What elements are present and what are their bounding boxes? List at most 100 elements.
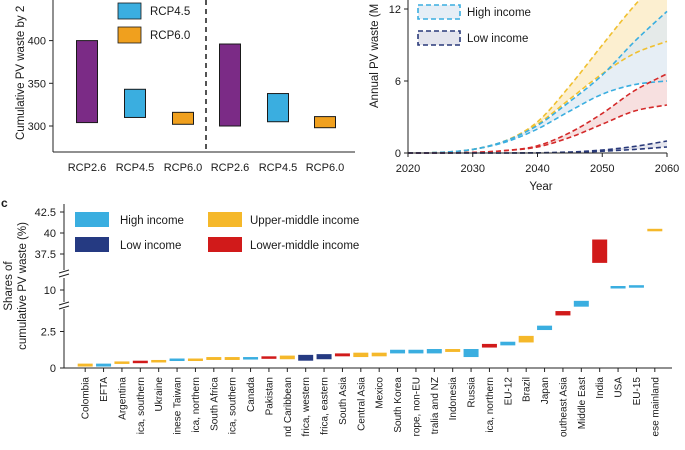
panel-a-x-tick-label: RCP2.6 [211, 162, 250, 174]
panel-c-legend-label: Low income [120, 240, 181, 252]
panel-a-bar [76, 40, 98, 124]
panel-c-bar [500, 341, 516, 346]
panel-c-bar [169, 358, 185, 362]
panel-c-bar [132, 360, 148, 364]
panel-b-x-tick-label: 2020 [396, 163, 420, 175]
panel-c-bar [261, 356, 277, 359]
panel-c-x-tick-label: Pakistan [264, 377, 275, 415]
panel-c-axis-break [58, 269, 70, 274]
panel-a-bar [219, 43, 241, 127]
panel-a-y-tick-label: 350 [28, 78, 46, 90]
panel-c-bar [114, 361, 130, 364]
panel-c-x-tick-label: ica, northern [485, 377, 496, 433]
panel-a-y-tick-label: 400 [28, 36, 46, 48]
panel-c-legend-swatch [75, 237, 109, 252]
panel-c-x-tick-label: South Korea [393, 377, 404, 433]
panel-c-legend-label: High income [120, 215, 184, 227]
panel-b-series-lower-line [407, 80, 668, 154]
panel-c-bar [481, 343, 497, 348]
panel-b-legend-label: High income [467, 7, 531, 19]
panel-b-x-tick-label: 2040 [525, 163, 549, 175]
panel-c-x-tick-label: Middle East [577, 377, 588, 429]
panel-c-x-tick-label: frica, eastern [320, 377, 331, 435]
panel-c-x-tick-label: South Asia [338, 377, 349, 425]
panel-a-x-tick-label: RCP2.6 [68, 162, 107, 174]
panel-c-x-tick-label: Russia [467, 377, 478, 408]
panel-b-y-tick-label: 12 [389, 4, 401, 16]
panel-c-x-tick-label: frica, western [301, 377, 312, 436]
panel-c-bar [298, 354, 314, 361]
panel-a-x-tick-label: RCP4.5 [259, 162, 298, 174]
panel-c-bar [334, 353, 350, 357]
panel-c-y-axis-title-line1: Shares of [3, 261, 15, 311]
panel-c-y-tick-label: 0 [50, 363, 56, 375]
panel-c-x-tick-label: EU-15 [632, 377, 643, 406]
panel-c-bar [592, 239, 608, 263]
panel-c-bar [151, 359, 167, 363]
panel-c-bar [426, 349, 442, 354]
panel-c-x-tick-label: outheast Asia [558, 377, 569, 437]
panel-c-x-tick-label: EFTA [99, 377, 110, 402]
panel-b-legend-swatch [417, 4, 461, 20]
panel-a-x-tick-label: RCP6.0 [164, 162, 203, 174]
panel-b-x-axis-title: Year [529, 181, 552, 193]
panel-c-x-tick-label: Ukraine [154, 377, 165, 412]
panel-c-bar [371, 352, 387, 357]
panel-a-legend-swatch [117, 26, 142, 44]
panel-b-y-tick-label: 6 [395, 76, 401, 88]
panel-c-bar [628, 285, 644, 288]
panel-c-x-tick-label: inese Taiwan [173, 377, 184, 435]
panel-c-bar [390, 349, 406, 354]
panel-c-bar [463, 349, 479, 358]
panel-c-x-tick-label: tralia and NZ [430, 377, 441, 434]
panel-c-x-tick-label: ica, northern [191, 377, 202, 433]
panel-c-x-tick-label: EU-12 [503, 377, 514, 406]
panel-c-x-tick-label: Brazil [522, 377, 533, 402]
panel-c-x-tick-label: Argentina [117, 377, 128, 420]
panel-a-x-tick-label: RCP6.0 [306, 162, 345, 174]
panel-c-x-tick-label: nd Caribbean [283, 377, 294, 437]
panel-b-band [408, 0, 667, 153]
panel-b-legend-swatch [417, 30, 461, 46]
panel-c-axis-break [58, 273, 70, 278]
panel-c-bar [555, 311, 571, 316]
panel-a-legend-label: RCP4.5 [150, 6, 190, 18]
panel-c-bar [279, 355, 295, 360]
panel-c-bar [187, 358, 203, 362]
panel-c-x-tick-label: ica, southern [136, 377, 147, 434]
panel-c-x-tick-label: USA [614, 377, 625, 398]
panel-c-bar [573, 300, 589, 307]
panel-c-y-tick-label: 40 [44, 228, 56, 240]
panel-c-bar [243, 357, 259, 360]
panel-c-y-tick-label: 37.5 [35, 249, 56, 261]
panel-c-y-tick-label: 42.5 [35, 207, 56, 219]
panel-c-x-tick-label: Central Asia [356, 377, 367, 431]
panel-b-band [408, 11, 667, 154]
panel-c-bar [647, 228, 663, 232]
panel-b-y-axis-title: Annual PV waste (M [369, 4, 381, 108]
panel-c-x-tick-label: rope, non-EU [411, 377, 422, 436]
panel-c-x-tick-label: India [595, 377, 606, 399]
panel-c-x-tick-label: Canada [246, 377, 257, 412]
panel-c-legend-swatch [208, 212, 242, 227]
panel-c-legend-swatch [75, 212, 109, 227]
panel-c-x-tick-label: Mexico [375, 377, 386, 409]
panel-c-bar [537, 325, 553, 331]
panel-c-y-tick-label: 2.5 [41, 327, 56, 339]
panel-c-legend-label: Lower-middle income [250, 240, 359, 252]
panel-b-legend-label: Low income [467, 33, 528, 45]
panel-c-legend-label: Upper-middle income [250, 215, 359, 227]
panel-c-x-tick-label: South Africa [209, 377, 220, 431]
panel-c-bar [224, 357, 240, 360]
panel-c-axis-break [58, 305, 70, 310]
panel-c-bar [96, 363, 112, 367]
panel-c-bar [206, 357, 222, 360]
panel-c-x-tick-label: Japan [540, 377, 551, 404]
panel-b-x-tick-label: 2050 [590, 163, 614, 175]
panel-c-y-axis-title-line2: cumulative PV waste (%) [17, 222, 29, 350]
panel-a-legend-swatch [117, 2, 142, 20]
panel-a-bar [314, 116, 336, 129]
panel-b-band [408, 73, 667, 154]
panel-c-bar [610, 286, 626, 289]
